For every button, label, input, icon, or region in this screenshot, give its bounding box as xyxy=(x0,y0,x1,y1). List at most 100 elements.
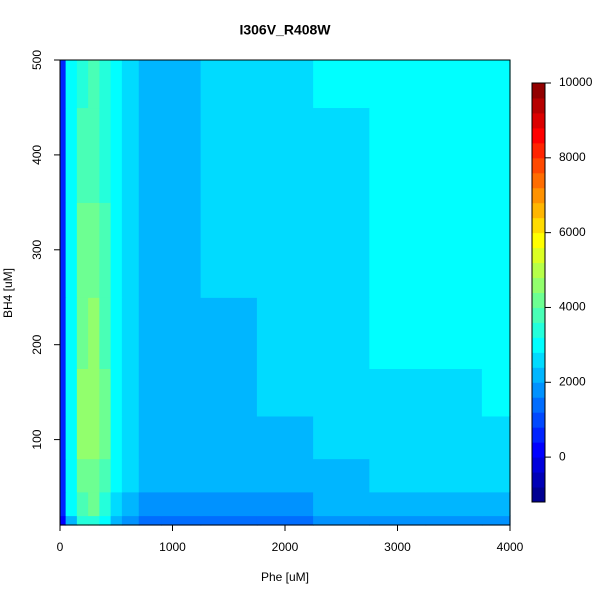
contour-cell xyxy=(369,297,427,370)
contour-cell xyxy=(256,107,314,203)
colorbar-segment xyxy=(532,83,545,99)
contour-cell xyxy=(481,368,511,417)
contour-cell xyxy=(481,60,511,109)
contour-cell xyxy=(88,202,100,298)
colorbar-tick-label: 8000 xyxy=(559,150,586,164)
contour-cell xyxy=(481,202,511,298)
contour-cell xyxy=(76,297,89,370)
colorbar-segment xyxy=(532,427,545,443)
contour-cell xyxy=(110,368,123,417)
contour-cell xyxy=(99,368,112,417)
contour-cell xyxy=(161,202,202,298)
contour-cell xyxy=(76,202,89,298)
contour-cell xyxy=(256,515,314,526)
contour-cell xyxy=(121,107,140,203)
contour-cell xyxy=(99,458,112,493)
contour-cell xyxy=(425,107,483,203)
colorbar-segment xyxy=(532,367,545,383)
contour-cell xyxy=(200,107,258,203)
contour-cell xyxy=(481,458,511,493)
contour-cell xyxy=(200,458,258,493)
contour-cell xyxy=(313,415,370,460)
contour-cell xyxy=(121,368,140,417)
contour-cell xyxy=(76,491,89,517)
contour-cell xyxy=(121,491,140,517)
colorbar-segment xyxy=(532,352,545,368)
contour-cell xyxy=(138,491,162,517)
contour-cell xyxy=(256,491,314,517)
colorbar-segment xyxy=(532,142,545,159)
contour-cell xyxy=(65,368,78,417)
contour-cell xyxy=(60,415,67,460)
colorbar-segment xyxy=(532,472,545,488)
contour-cell xyxy=(110,202,123,298)
contour-cell xyxy=(99,491,112,517)
contour-cell xyxy=(200,415,258,460)
contour-cell xyxy=(313,60,370,109)
colorbar-segment xyxy=(532,337,545,353)
contour-cell xyxy=(65,202,78,298)
contour-cell xyxy=(65,491,78,517)
contour-cell xyxy=(138,202,162,298)
colorbar-segment xyxy=(532,442,545,458)
contour-cell xyxy=(88,458,100,493)
y-axis-label: BH4 [uM] xyxy=(1,268,15,318)
contour-cell xyxy=(313,202,370,298)
contour-cell xyxy=(425,491,483,517)
chart-title: I306V_R408W xyxy=(239,22,331,38)
colorbar-segment xyxy=(532,202,545,219)
colorbar-tick-label: 4000 xyxy=(559,300,586,314)
contour-cell xyxy=(60,458,67,493)
contour-cell xyxy=(256,415,314,460)
contour-cell xyxy=(481,297,511,370)
colorbar-segment xyxy=(532,307,545,323)
x-tick-label: 1000 xyxy=(159,540,186,554)
colorbar-segment xyxy=(532,292,545,308)
contour-cell xyxy=(65,415,78,460)
contour-cell xyxy=(425,415,483,460)
colorbar-segment xyxy=(532,112,545,129)
contour-cell xyxy=(481,515,511,526)
y-tick-label: 500 xyxy=(30,50,44,70)
contour-cell xyxy=(425,515,483,526)
contour-cell xyxy=(313,515,370,526)
contour-cell xyxy=(60,515,67,526)
y-tick-label: 300 xyxy=(30,239,44,259)
x-tick-label: 0 xyxy=(57,540,64,554)
contour-cell xyxy=(121,515,140,526)
contour-cell xyxy=(138,107,162,203)
contour-cell xyxy=(161,491,202,517)
contour-cell xyxy=(99,202,112,298)
contour-cell xyxy=(200,297,258,370)
contour-cell xyxy=(60,202,67,298)
x-tick-label: 4000 xyxy=(497,540,524,554)
colorbar-segment xyxy=(532,172,545,189)
contour-cell xyxy=(161,458,202,493)
contour-cell xyxy=(138,60,162,109)
colorbar-segment xyxy=(532,382,545,398)
contour-cell xyxy=(256,458,314,493)
contour-cell xyxy=(425,297,483,370)
contour-cell xyxy=(369,202,427,298)
contour-cell xyxy=(481,491,511,517)
contour-cell xyxy=(313,297,370,370)
contour-cell xyxy=(200,368,258,417)
contour-cell xyxy=(121,202,140,298)
contour-cell xyxy=(138,415,162,460)
contour-cell xyxy=(110,458,123,493)
contour-cell xyxy=(76,415,89,460)
contour-cell xyxy=(88,60,100,109)
contour-cell xyxy=(138,368,162,417)
contour-cell xyxy=(256,202,314,298)
x-tick-label: 2000 xyxy=(272,540,299,554)
colorbar-segment xyxy=(532,217,545,234)
contour-cell xyxy=(121,415,140,460)
colorbar-frame xyxy=(531,82,546,503)
contour-cell xyxy=(110,60,123,109)
colorbar-segment xyxy=(532,322,545,338)
contour-cell xyxy=(65,107,78,203)
contour-cell xyxy=(60,107,67,203)
contour-cell xyxy=(99,60,112,109)
contour-cell xyxy=(88,515,100,526)
contour-cell xyxy=(313,458,370,493)
